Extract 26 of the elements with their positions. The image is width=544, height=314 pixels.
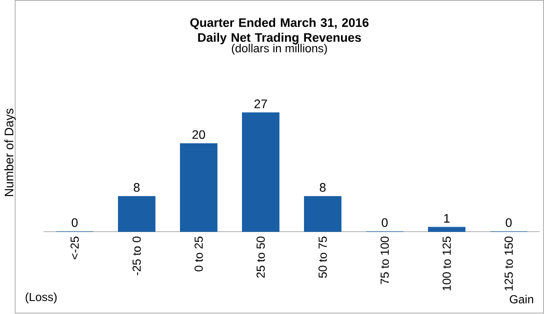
data-label: 1: [444, 214, 450, 223]
chart-subtitle: (dollars in millions): [232, 44, 327, 55]
data-label: 0: [72, 218, 78, 228]
data-label: 27: [254, 100, 267, 108]
x-tick-label: 25 to 50: [256, 236, 265, 278]
data-label: 20: [192, 130, 206, 140]
y-axis-title: Number of Days: [4, 108, 16, 196]
data-label: 8: [134, 183, 140, 192]
x-tick-label: 0 to 25: [194, 236, 203, 272]
bar: [180, 143, 218, 232]
chart-title: Quarter Ended March 31, 2016 Daily Net Trading Revenues: [190, 18, 369, 45]
text: (Loss): [26, 292, 57, 304]
x-tick-label: -25 to 0: [132, 236, 141, 276]
bar: [304, 196, 342, 232]
bar: [428, 227, 466, 232]
x-tick-label: 75 to 100: [380, 236, 389, 284]
x-tick-label: 125 to 150: [504, 236, 513, 291]
x-tick-label: 50 to 75: [318, 236, 327, 278]
bar: [242, 112, 280, 232]
data-label: 0: [382, 218, 388, 228]
data-label: 8: [320, 183, 326, 192]
x-tick-label: <-25: [70, 236, 79, 260]
data-label: 0: [506, 218, 512, 228]
text: Gain: [510, 295, 534, 304]
bar: [118, 196, 156, 232]
x-tick-label: 100 to 125: [442, 236, 451, 291]
